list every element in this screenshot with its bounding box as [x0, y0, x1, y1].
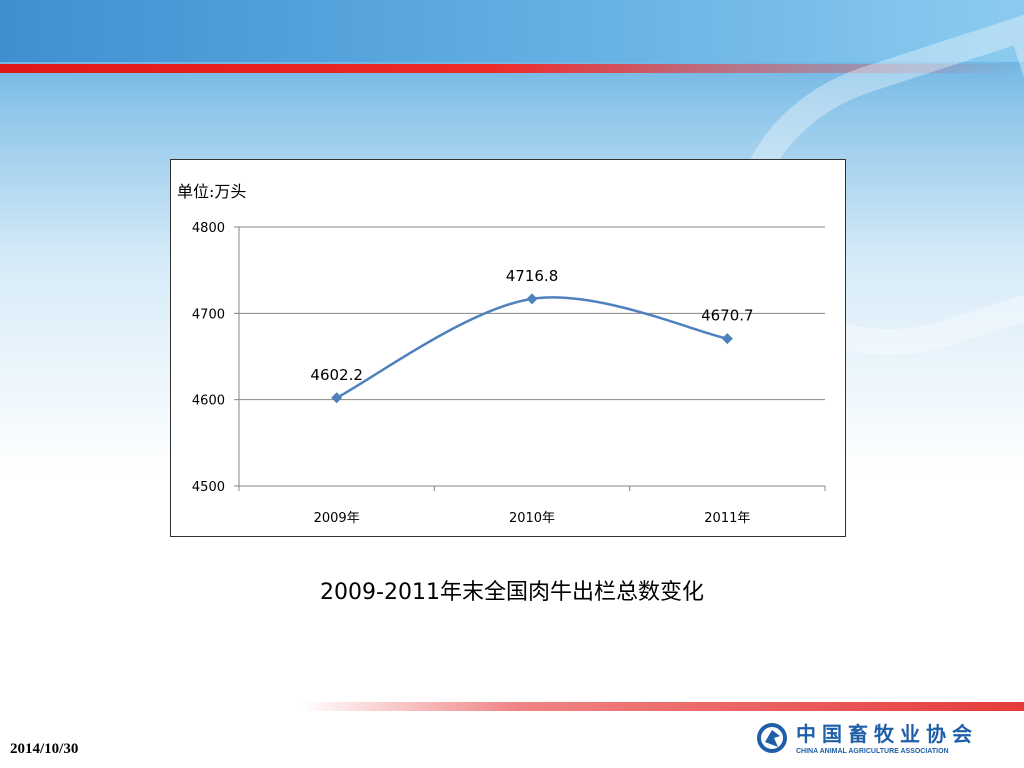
association-logo-mark-icon [757, 723, 787, 753]
association-name-cn: 中国畜牧业协会 [796, 722, 978, 746]
data-point [721, 333, 733, 345]
x-tick-label: 2010年 [509, 511, 555, 526]
data-label: 4716.8 [506, 267, 559, 285]
header-red-stripe [0, 64, 1024, 73]
association-name-en: CHINA ANIMAL AGRICULTURE ASSOCIATION [796, 748, 949, 755]
data-label: 4602.2 [310, 366, 363, 384]
header-band [0, 0, 1024, 62]
chart-container: 单位:万头 4500 4600 4700 4800 2009年 2010年 2011年 460… [170, 159, 846, 537]
line-chart: 4500 4600 4700 4800 2009年 2010年 2011年 4602.2 471… [192, 221, 826, 526]
chart-unit-label: 单位:万头 [177, 182, 247, 201]
association-logo: 中国畜牧业协会 CHINA ANIMAL AGRICULTURE ASSOCIA… [756, 718, 1016, 762]
y-tick-label: 4600 [192, 394, 225, 409]
footer-red-stripe [300, 702, 1024, 711]
data-point [526, 293, 538, 305]
y-tick-label: 4700 [192, 307, 225, 322]
slide-date: 2014/10/30 [10, 741, 79, 757]
data-label: 4670.7 [701, 307, 754, 325]
x-tick-label: 2009年 [314, 511, 360, 526]
series-line [336, 296, 728, 399]
y-tick-label: 4500 [192, 480, 225, 495]
y-tick-label: 4800 [192, 221, 225, 236]
chart-caption: 2009-2011年末全国肉牛出栏总数变化 [320, 580, 704, 605]
x-tick-label: 2011年 [704, 511, 750, 526]
data-point [331, 392, 343, 404]
